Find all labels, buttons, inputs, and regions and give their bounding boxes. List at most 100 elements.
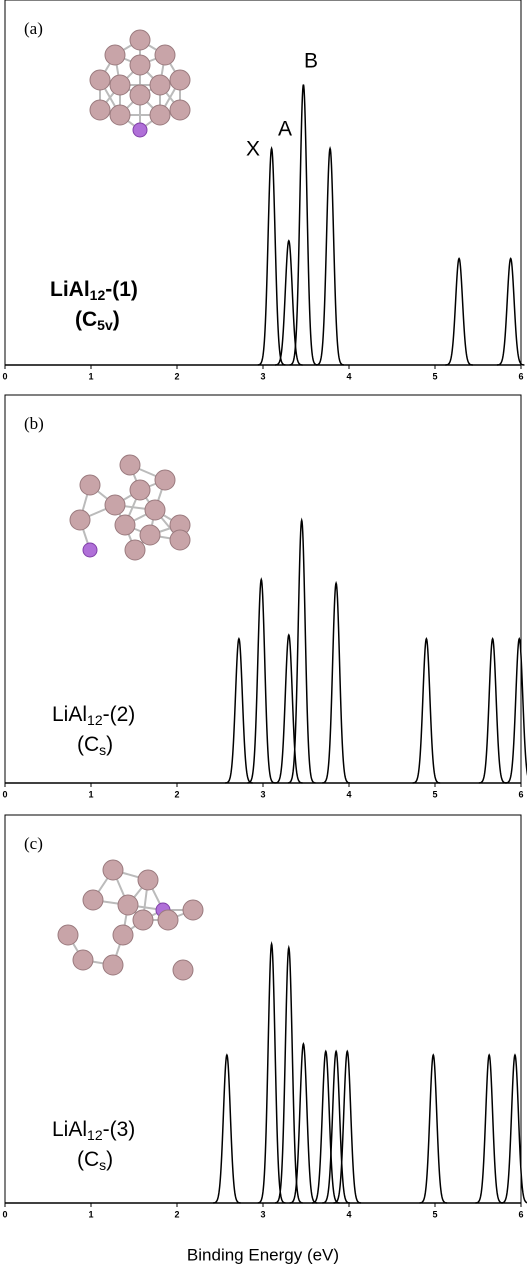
atom — [114, 514, 136, 536]
atom — [129, 29, 151, 51]
symmetry-rest: ) — [106, 1148, 113, 1171]
name-rest: -(3) — [103, 1118, 136, 1141]
spectrum-peak — [289, 1042, 318, 1204]
atom — [169, 69, 191, 91]
name-sub: 12 — [87, 712, 103, 728]
atom — [169, 99, 191, 121]
symmetry-sub: s — [99, 742, 106, 758]
molecule-structure — [57, 859, 204, 981]
x-tick-label: 6 — [518, 371, 523, 381]
spectrum-peak — [274, 239, 303, 366]
atom — [182, 899, 204, 921]
atom — [57, 924, 79, 946]
x-tick-label: 0 — [2, 789, 7, 799]
isomer-name: LiAl12-(3) — [52, 1118, 135, 1143]
spectrum-peak — [496, 257, 525, 366]
panel-label: (c) — [24, 834, 43, 853]
spectrum-peak — [505, 636, 527, 784]
atom — [104, 494, 126, 516]
spectrum-peak — [257, 145, 286, 366]
spectrum-peak — [311, 1049, 340, 1204]
x-tick-label: 5 — [432, 1209, 437, 1219]
spectrum-peak — [333, 1049, 362, 1204]
name-rest: -(2) — [103, 703, 136, 726]
atom — [69, 509, 91, 531]
spectrum-peak — [289, 84, 318, 366]
x-tick-label: 3 — [260, 371, 265, 381]
spectrum-peak — [412, 636, 441, 784]
symmetry-rest: ) — [113, 308, 120, 331]
x-tick-label: 4 — [346, 1209, 351, 1219]
atom — [89, 69, 111, 91]
x-tick-label: 2 — [174, 1209, 179, 1219]
x-tick-label: 6 — [518, 1209, 523, 1219]
atom — [129, 84, 151, 106]
panel-frame — [4, 814, 522, 1204]
x-axis-title: Binding Energy (eV) — [187, 1245, 339, 1264]
spectrum-peak — [445, 257, 473, 366]
x-tick-label: 1 — [88, 371, 93, 381]
atom — [79, 474, 101, 496]
name-rest: -(1) — [105, 278, 138, 301]
spectrum-peak — [322, 1049, 350, 1204]
atom — [129, 479, 151, 501]
atom — [149, 74, 171, 96]
symmetry-main: (C — [77, 1148, 99, 1171]
spectrum-peak — [225, 636, 253, 784]
spectrum-peak — [475, 1053, 503, 1204]
name-sub: 12 — [90, 287, 106, 303]
atom — [132, 909, 154, 931]
spectrum-peak — [247, 577, 276, 784]
atom — [132, 122, 148, 138]
atom — [154, 469, 176, 491]
atom — [172, 959, 194, 981]
atom — [119, 454, 141, 476]
atom — [102, 954, 124, 976]
spectrum-peak — [274, 633, 303, 784]
peak-annotation: A — [278, 118, 292, 141]
spectrum-peak — [213, 1053, 241, 1204]
symmetry-main: (C — [75, 308, 97, 331]
atom — [109, 74, 131, 96]
symmetry: (Cs) — [77, 733, 113, 758]
molecule-structure — [69, 454, 191, 561]
atom — [117, 894, 139, 916]
atom — [129, 54, 151, 76]
symmetry: (C5v) — [75, 308, 120, 333]
spectrum-peak — [322, 580, 350, 784]
symmetry-rest: ) — [106, 733, 113, 756]
x-tick-label: 4 — [346, 371, 351, 381]
panel-label: (b) — [24, 414, 44, 433]
x-tick-label: 3 — [260, 789, 265, 799]
symmetry: (Cs) — [77, 1148, 113, 1173]
x-tick-label: 5 — [432, 789, 437, 799]
x-tick-label: 4 — [346, 789, 351, 799]
name-main: LiAl — [50, 278, 90, 301]
atom — [137, 869, 159, 891]
atom — [154, 44, 176, 66]
atom — [139, 524, 161, 546]
x-tick-label: 6 — [518, 789, 523, 799]
x-tick-label: 3 — [260, 1209, 265, 1219]
x-tick-label: 2 — [174, 789, 179, 799]
atom — [72, 949, 94, 971]
atom — [102, 859, 124, 881]
spectrum-peak — [501, 1053, 527, 1204]
atom — [149, 104, 171, 126]
x-tick-label: 0 — [2, 371, 7, 381]
molecule-structure — [89, 29, 191, 138]
spectrum-peak — [274, 944, 303, 1204]
spectrum-peak — [316, 145, 344, 366]
symmetry-main: (C — [77, 733, 99, 756]
atom — [104, 44, 126, 66]
atom — [157, 909, 179, 931]
peak-annotation: X — [246, 138, 260, 161]
spectrum-peak — [478, 636, 507, 784]
name-sub: 12 — [87, 1127, 103, 1143]
peak-annotation: B — [304, 50, 318, 73]
atom — [109, 104, 131, 126]
x-tick-label: 1 — [88, 1209, 93, 1219]
atom — [124, 539, 146, 561]
isomer-name: LiAl12-(2) — [52, 703, 135, 728]
